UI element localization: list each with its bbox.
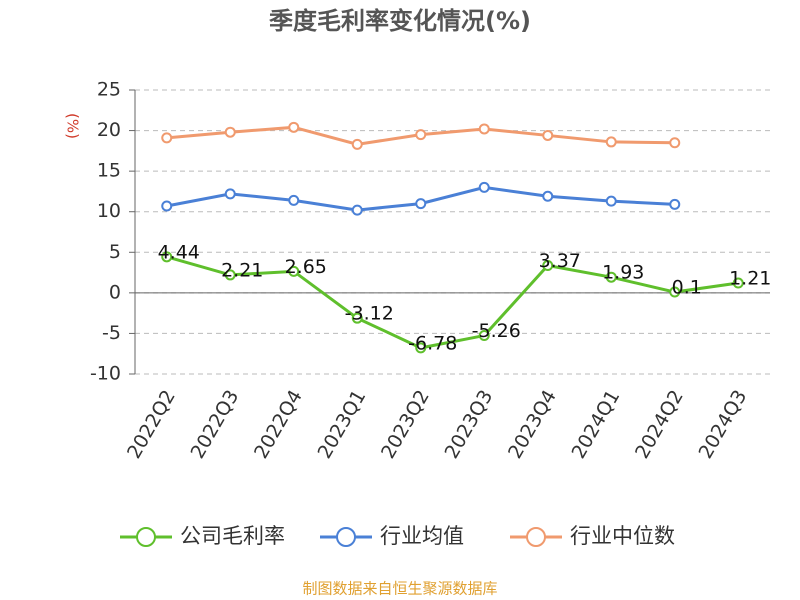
x-tick-label: 2022Q3	[187, 386, 244, 462]
legend-label: 公司毛利率	[180, 524, 285, 548]
data-point	[478, 123, 490, 135]
y-tick-label: -10	[90, 363, 121, 385]
data-label: -3.12	[345, 303, 394, 325]
data-point	[161, 132, 173, 144]
data-point	[288, 265, 300, 277]
data-label: 1.93	[602, 262, 644, 284]
x-tick-label: 2023Q3	[441, 386, 498, 462]
data-point	[542, 190, 554, 202]
data-label: 4.44	[158, 241, 200, 263]
data-label: 2.65	[285, 256, 327, 278]
data-point	[288, 121, 300, 133]
data-point	[669, 286, 681, 298]
x-tick-label: 2023Q4	[504, 386, 561, 462]
source-note: 制图数据来自恒生聚源数据库	[302, 580, 497, 598]
data-point	[224, 269, 236, 281]
data-point	[161, 251, 173, 263]
x-tick-label: 2023Q1	[314, 386, 371, 462]
data-point	[542, 260, 554, 272]
data-point	[478, 181, 490, 193]
data-point	[542, 129, 554, 141]
y-tick-label: 0	[109, 281, 121, 303]
data-label: -6.78	[408, 332, 457, 354]
x-tick-label: 2023Q2	[377, 386, 434, 462]
data-point	[415, 342, 427, 354]
data-label: 1.21	[729, 268, 771, 290]
data-point	[605, 136, 617, 148]
data-label: 2.21	[221, 259, 263, 281]
data-point	[605, 271, 617, 283]
legend-label: 行业中位数	[570, 524, 675, 548]
x-tick-label: 2022Q2	[123, 386, 180, 462]
data-point	[415, 129, 427, 141]
legend-label: 行业均值	[380, 524, 464, 548]
data-point	[605, 195, 617, 207]
data-label: 0.1	[672, 277, 702, 299]
series-line	[166, 255, 739, 350]
y-tick-label: 20	[97, 119, 121, 141]
data-label: -5.26	[472, 320, 521, 342]
data-point	[351, 204, 363, 216]
data-point	[351, 312, 363, 324]
data-point	[288, 194, 300, 206]
y-tick-label: -5	[102, 322, 121, 344]
y-tick-label: 5	[109, 241, 121, 263]
data-point	[224, 126, 236, 138]
legend-marker	[336, 527, 356, 547]
x-tick-label: 2024Q3	[695, 386, 752, 462]
data-point	[669, 137, 681, 149]
y-tick-label: 15	[97, 160, 121, 182]
data-point	[351, 138, 363, 150]
legend-marker	[526, 527, 546, 547]
data-label: 3.37	[539, 250, 581, 272]
data-point	[669, 198, 681, 210]
data-point	[224, 188, 236, 200]
x-tick-label: 2022Q4	[250, 386, 307, 462]
chart-title: 季度毛利率变化情况(%)	[269, 7, 531, 35]
x-tick-label: 2024Q1	[568, 386, 625, 462]
data-point	[415, 198, 427, 210]
y-tick-label: 25	[97, 79, 121, 101]
data-point	[732, 277, 744, 289]
data-point	[478, 330, 490, 342]
data-point	[161, 200, 173, 212]
legend-marker	[136, 527, 156, 547]
y-tick-label: 10	[97, 200, 121, 222]
y-axis-label: (%)	[64, 113, 82, 139]
x-tick-label: 2024Q2	[631, 386, 688, 462]
